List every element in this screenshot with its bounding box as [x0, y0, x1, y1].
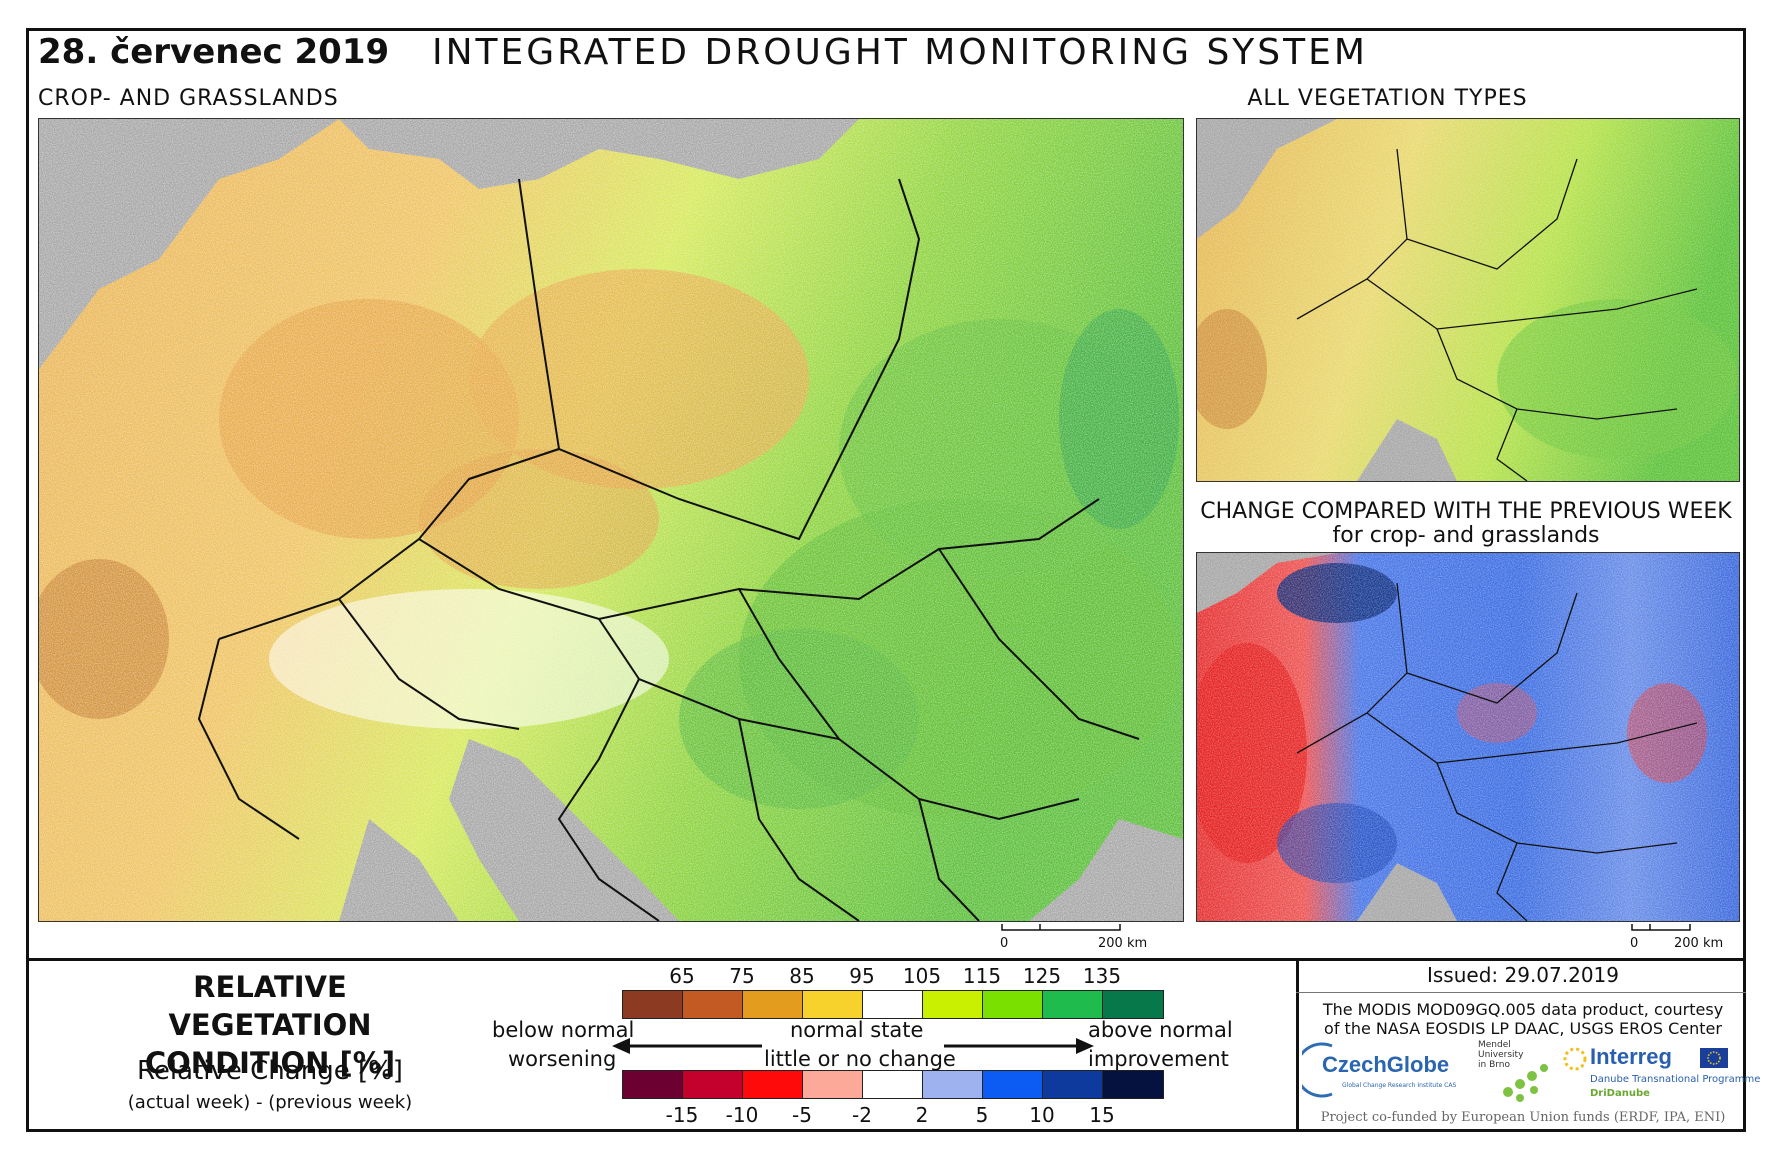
change-swatch [623, 1071, 683, 1098]
condition-swatch [1043, 991, 1103, 1018]
mendel-logo: Mendel University in Brno [1478, 1040, 1558, 1104]
condition-swatch [863, 991, 923, 1018]
change-swatch [983, 1071, 1043, 1098]
right-arrow-icon [944, 1038, 1094, 1054]
data-courtesy: The MODIS MOD09GQ.005 data product, cour… [1300, 1000, 1746, 1038]
condition-swatch [623, 991, 683, 1018]
side-scale-zero: 0 [1630, 936, 1639, 951]
condition-tick-label: 65 [669, 964, 695, 988]
main-title: INTEGRATED DROUGHT MONITORING SYSTEM [432, 32, 1368, 73]
issued-date: Issued: 29.07.2019 [1426, 963, 1620, 987]
eu-flag-icon [1700, 1048, 1728, 1068]
condition-swatch [743, 991, 803, 1018]
change-tick-label: 5 [975, 1103, 989, 1127]
change-tick-label: -15 [665, 1103, 699, 1127]
main-condition-map[interactable] [38, 118, 1184, 922]
condition-tick-label: 85 [789, 964, 815, 988]
date-title: 28. červenec 2019 [38, 32, 390, 72]
below-normal-label: below normal [492, 1018, 635, 1042]
courtesy-line1: The MODIS MOD09GQ.005 data product, cour… [1322, 1000, 1724, 1019]
mendel-line3: in Brno [1478, 1060, 1510, 1070]
side-scale-distance: 200 km [1674, 936, 1724, 951]
change-swatch [743, 1071, 803, 1098]
funding-note: Project co-funded by European Union fund… [1320, 1110, 1726, 1125]
worsening-label: worsening [508, 1047, 617, 1071]
condition-tick-label: 115 [962, 964, 1002, 988]
czechglobe-text: CzechGlobe [1322, 1052, 1450, 1077]
change-label-line2: for crop- and grasslands [1332, 523, 1600, 548]
mendel-line2: University [1478, 1050, 1524, 1060]
left-arrow-icon [612, 1038, 762, 1054]
change-swatch [1103, 1071, 1163, 1098]
condition-tick-label: 105 [902, 964, 942, 988]
legend-title-line2: CONDITION [%] [144, 1046, 396, 1080]
condition-tick-label: 95 [849, 964, 875, 988]
relative-change-subtitle: (actual week) - (previous week) [127, 1092, 413, 1113]
condition-swatch [923, 991, 983, 1018]
condition-swatch [1103, 991, 1163, 1018]
czechglobe-subtext: Global Change Research Institute CAS [1342, 1082, 1457, 1089]
czechglobe-logo: CzechGlobe Global Change Research Instit… [1302, 1040, 1462, 1098]
condition-colorbar [622, 990, 1164, 1019]
legend-title: RELATIVE VEGETATION CONDITION [%] [90, 968, 450, 1082]
interreg-text: Interreg [1590, 1044, 1672, 1069]
main-scale-zero: 0 [1000, 936, 1009, 951]
issued-divider [1296, 992, 1746, 993]
all-vegetation-label: ALL VEGETATION TYPES [1247, 86, 1528, 111]
all-vegetation-map[interactable] [1196, 118, 1740, 482]
interreg-star-icon [1563, 1047, 1587, 1071]
change-swatch [923, 1071, 983, 1098]
change-tick-label: 2 [915, 1103, 929, 1127]
change-tick-label: -2 [852, 1103, 872, 1127]
condition-tick-label: 75 [729, 964, 755, 988]
footer-divider [26, 958, 1746, 961]
change-label: CHANGE COMPARED WITH THE PREVIOUS WEEK f… [1192, 500, 1740, 548]
change-colorbar [622, 1070, 1164, 1099]
courtesy-line2: of the NASA EOSDIS LP DAAC, USGS EROS Ce… [1324, 1019, 1722, 1038]
change-label-line1: CHANGE COMPARED WITH THE PREVIOUS WEEK [1200, 499, 1732, 524]
interreg-logo: Interreg Danube Transnational Programme … [1560, 1040, 1760, 1108]
condition-swatch [983, 991, 1043, 1018]
footer-vertical-divider [1296, 958, 1299, 1132]
crop-grasslands-label: CROP- AND GRASSLANDS [38, 86, 339, 111]
condition-swatch [803, 991, 863, 1018]
change-swatch [803, 1071, 863, 1098]
change-tick-label: -10 [725, 1103, 759, 1127]
little-change-label: little or no change [764, 1047, 956, 1071]
mendel-line1: Mendel [1478, 1040, 1511, 1050]
dridanube-text: DriDanube [1590, 1088, 1650, 1099]
change-tick-label: 15 [1089, 1103, 1115, 1127]
condition-tick-label: 135 [1082, 964, 1122, 988]
improvement-label: improvement [1088, 1047, 1229, 1071]
normal-state-label: normal state [790, 1018, 924, 1042]
change-tick-label: 10 [1029, 1103, 1055, 1127]
mendel-dots-icon [1503, 1064, 1548, 1102]
condition-swatch [683, 991, 743, 1018]
legend-title-line1: RELATIVE VEGETATION [168, 970, 372, 1042]
main-scale-distance: 200 km [1098, 936, 1148, 951]
interreg-subtext: Danube Transnational Programme [1590, 1074, 1761, 1085]
change-tick-label: -5 [792, 1103, 812, 1127]
change-swatch [683, 1071, 743, 1098]
change-swatch [863, 1071, 923, 1098]
above-normal-label: above normal [1088, 1018, 1233, 1042]
relative-change-title: Relative Change [%] [137, 1056, 403, 1086]
condition-tick-label: 125 [1022, 964, 1062, 988]
change-swatch [1043, 1071, 1103, 1098]
change-map[interactable] [1196, 552, 1740, 922]
